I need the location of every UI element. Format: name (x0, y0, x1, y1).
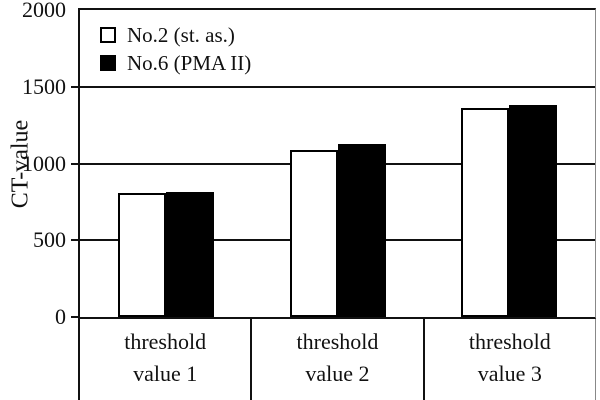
y-tick-mark (71, 85, 78, 88)
x-axis-category-labels: threshold value 1 threshold value 2 threshol… (78, 319, 596, 400)
y-tick-label: 1000 (22, 150, 66, 176)
category-line-1: threshold (124, 329, 207, 354)
bar-no-6-pma-ii--group-2 (337, 144, 386, 317)
bar-no-2-st-as--group-1 (117, 192, 166, 317)
category-line-1: threshold (296, 329, 379, 354)
category-line-1: threshold (468, 329, 551, 354)
plot-area: No.2 (st. as.) No.6 (PMA II) (78, 8, 596, 319)
category-cell: threshold value 2 (250, 319, 422, 400)
legend-label: No.2 (st. as.) (127, 22, 235, 47)
category-cell: threshold value 3 (422, 319, 595, 400)
y-tick-label: 500 (33, 227, 66, 253)
legend-item: No.2 (st. as.) (100, 21, 251, 49)
y-tick-label: 1500 (22, 73, 66, 99)
y-tick-mark (71, 316, 78, 318)
y-tick-mark (71, 162, 78, 165)
bar-no-2-st-as--group-3 (461, 108, 510, 317)
legend-label: No.6 (PMA II) (127, 50, 252, 75)
open-square-icon (100, 27, 116, 43)
y-tick-mark (71, 239, 78, 242)
filled-square-icon (100, 55, 116, 71)
category-line-2: value 1 (133, 361, 198, 386)
legend: No.2 (st. as.) No.6 (PMA II) (100, 21, 251, 77)
gridline-1500 (80, 85, 595, 88)
y-tick-label: 2000 (22, 0, 66, 22)
category-cell: threshold value 1 (80, 319, 250, 400)
y-tick-label: 0 (55, 304, 66, 329)
bar-no-6-pma-ii--group-1 (165, 191, 214, 317)
bar-no-2-st-as--group-2 (289, 150, 338, 317)
category-line-2: value 2 (305, 361, 370, 386)
category-line-2: value 3 (477, 361, 542, 386)
bar-no-6-pma-ii--group-3 (509, 105, 558, 317)
legend-item: No.6 (PMA II) (100, 49, 251, 77)
